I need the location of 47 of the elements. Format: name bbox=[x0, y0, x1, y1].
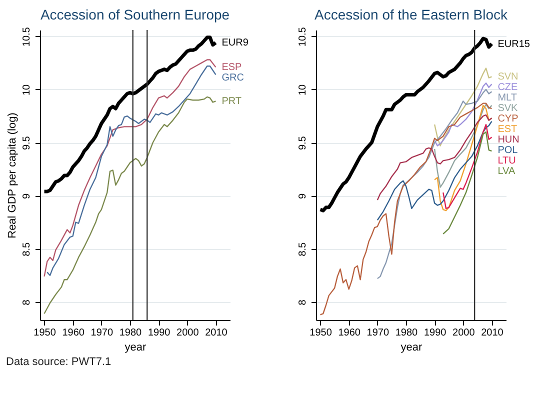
x-tick-label: 2010 bbox=[205, 328, 228, 338]
y-tick-label: 9 bbox=[298, 192, 308, 199]
y-tick-label: 8 bbox=[22, 299, 32, 306]
x-tick-label: 1960 bbox=[338, 328, 361, 338]
series-label: LVA bbox=[498, 166, 516, 178]
x-tick-label: 1970 bbox=[366, 328, 390, 338]
series-label: EUR9 bbox=[222, 38, 249, 49]
x-tick-label: 2010 bbox=[481, 328, 504, 338]
x-tick-label: 1980 bbox=[119, 328, 142, 338]
x-tick-label: 1990 bbox=[148, 328, 171, 338]
series-label: EUR15 bbox=[498, 38, 530, 50]
x-tick-label: 1980 bbox=[395, 328, 418, 338]
series-label: ESP bbox=[222, 62, 242, 74]
y-tick-label: 10 bbox=[298, 84, 308, 96]
y-axis-title: Real GDP per capita (log) bbox=[6, 112, 18, 238]
series-label: CYP bbox=[498, 114, 519, 125]
y-tick-label: 8.5 bbox=[22, 242, 32, 256]
series-label: MLT bbox=[498, 92, 517, 104]
x-tick-label: 1950 bbox=[34, 328, 56, 338]
y-tick-label: 9.5 bbox=[298, 136, 308, 150]
x-tick-label: 2000 bbox=[452, 328, 476, 338]
y-tick-label: 10 bbox=[22, 84, 32, 96]
series-label: HUN bbox=[498, 134, 520, 146]
series-label: SVK bbox=[498, 103, 518, 114]
series-label: LTU bbox=[498, 156, 516, 167]
y-tick-label: 9 bbox=[22, 192, 32, 199]
series-label: EST bbox=[498, 124, 518, 136]
series-label: CZE bbox=[498, 82, 518, 94]
x-tick-label: 1950 bbox=[310, 328, 332, 338]
y-tick-label: 9.5 bbox=[22, 136, 32, 150]
x-tick-label: 1970 bbox=[90, 328, 114, 338]
y-tick-label: 10.5 bbox=[22, 26, 32, 47]
y-tick-label: 8 bbox=[298, 299, 308, 306]
series-label: POL bbox=[498, 145, 518, 156]
chart-title: Accession of the Eastern Block bbox=[314, 6, 508, 23]
x-tick-label: 2000 bbox=[176, 328, 200, 338]
source-note: Data source: PWT7.1 bbox=[6, 356, 112, 368]
x-axis-title: year bbox=[124, 342, 147, 354]
x-tick-label: 1960 bbox=[62, 328, 85, 338]
x-axis-title: year bbox=[400, 342, 423, 354]
series-label: PRT bbox=[222, 96, 242, 108]
series-label: GRC bbox=[222, 72, 244, 84]
y-tick-label: 8.5 bbox=[298, 242, 308, 256]
chart-title: Accession of Southern Europe bbox=[40, 6, 230, 23]
y-tick-label: 10.5 bbox=[298, 26, 308, 47]
series-label: SVN bbox=[498, 72, 518, 83]
x-tick-label: 1990 bbox=[424, 328, 447, 338]
